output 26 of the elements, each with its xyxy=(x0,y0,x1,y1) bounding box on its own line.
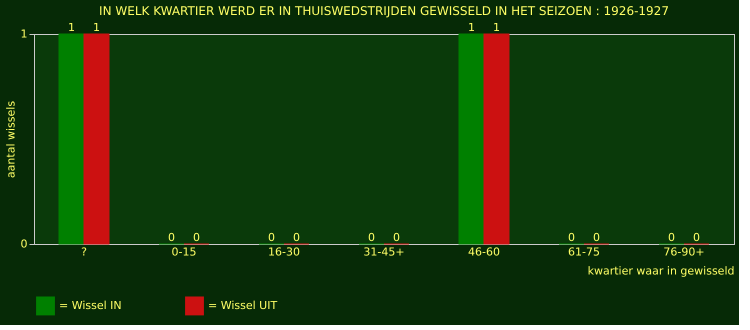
data-label: 0 xyxy=(193,231,200,244)
x-tick-label: 16-30 xyxy=(268,246,300,258)
x-tick-label: 31-45+ xyxy=(363,246,405,258)
x-tick-label: 0-15 xyxy=(172,246,196,258)
data-label: 0 xyxy=(593,231,600,244)
data-label: 1 xyxy=(493,21,500,34)
data-label: 1 xyxy=(93,21,100,34)
legend-label: = Wissel IN xyxy=(59,298,122,312)
data-label: 1 xyxy=(68,21,75,34)
x-tick-label: 76-90+ xyxy=(663,246,705,258)
x-tick-label: 46-60 xyxy=(468,246,500,258)
x-axis-title: kwartier waar in gewisseld xyxy=(588,264,734,278)
data-label: 0 xyxy=(168,231,175,244)
data-label: 0 xyxy=(668,231,675,244)
data-label: 0 xyxy=(568,231,575,244)
data-label: 0 xyxy=(368,231,375,244)
legend-label: = Wissel UIT xyxy=(208,298,278,312)
x-tick-label: 61-75 xyxy=(568,246,600,258)
data-label: 0 xyxy=(693,231,700,244)
data-label: 0 xyxy=(393,231,400,244)
data-label: 0 xyxy=(293,231,300,244)
y-axis-title: aantal wissels xyxy=(4,100,18,178)
data-label: 0 xyxy=(268,231,275,244)
x-tick-label: ? xyxy=(81,246,88,258)
chart-title: IN WELK KWARTIER WERD ER IN THUISWEDSTRIJDEN GEWISSELD IN HET SEIZOEN : 1926-1927 xyxy=(99,4,669,18)
data-label: 1 xyxy=(468,21,475,34)
